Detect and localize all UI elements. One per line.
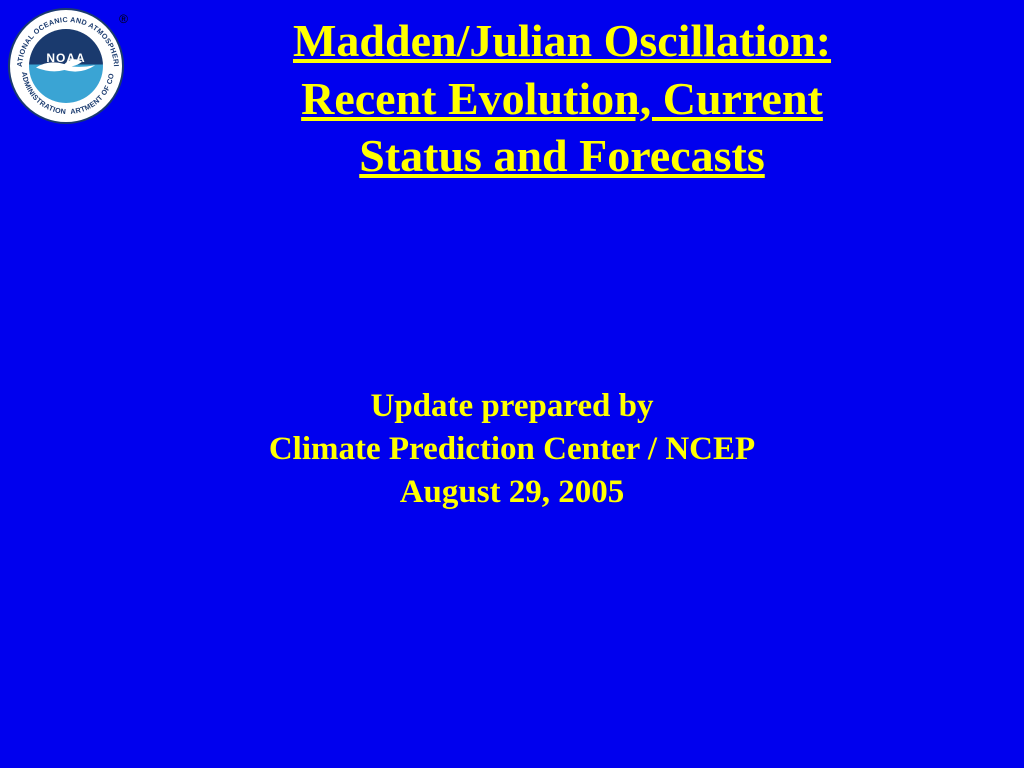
- noaa-logo: NATIONAL OCEANIC AND ATMOSPHERIC ADMINIS…: [8, 8, 128, 128]
- slide-title: Madden/Julian Oscillation: Recent Evolut…: [140, 12, 984, 185]
- registered-mark: ®: [119, 12, 128, 26]
- logo-bird-icon: [36, 57, 95, 75]
- subtitle-line-3: August 29, 2005: [0, 471, 1024, 514]
- title-line-1: Madden/Julian Oscillation:: [140, 12, 984, 70]
- logo-inner-disc: NOAA: [29, 29, 103, 103]
- title-line-3: Status and Forecasts: [140, 127, 984, 185]
- slide-subtitle: Update prepared by Climate Prediction Ce…: [0, 385, 1024, 514]
- logo-outer-ring: NATIONAL OCEANIC AND ATMOSPHERIC ADMINIS…: [8, 8, 124, 124]
- subtitle-line-2: Climate Prediction Center / NCEP: [0, 428, 1024, 471]
- subtitle-line-1: Update prepared by: [0, 385, 1024, 428]
- title-line-2: Recent Evolution, Current: [140, 70, 984, 128]
